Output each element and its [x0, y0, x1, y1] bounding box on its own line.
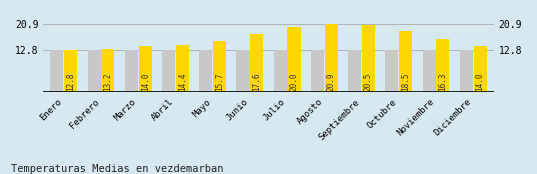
- Bar: [325, 23, 338, 92]
- Bar: [125, 50, 138, 92]
- Text: 20.5: 20.5: [364, 73, 373, 91]
- Bar: [386, 50, 398, 92]
- Bar: [348, 50, 361, 92]
- Text: 16.3: 16.3: [438, 73, 447, 91]
- Bar: [460, 50, 473, 92]
- Text: 14.0: 14.0: [141, 73, 150, 91]
- Text: 20.0: 20.0: [289, 73, 299, 91]
- Bar: [399, 31, 412, 92]
- Text: Temperaturas Medias en vezdemarban: Temperaturas Medias en vezdemarban: [11, 164, 223, 174]
- Text: 14.4: 14.4: [178, 73, 187, 91]
- Bar: [250, 34, 263, 92]
- Bar: [64, 50, 77, 92]
- Text: 15.7: 15.7: [215, 73, 224, 91]
- Bar: [199, 50, 212, 92]
- Bar: [50, 50, 63, 92]
- Bar: [101, 49, 114, 92]
- Bar: [362, 25, 375, 92]
- Text: 18.5: 18.5: [401, 73, 410, 91]
- Bar: [236, 50, 250, 92]
- Text: 14.0: 14.0: [476, 73, 484, 91]
- Bar: [437, 39, 449, 92]
- Bar: [274, 50, 287, 92]
- Text: 13.2: 13.2: [104, 73, 112, 91]
- Text: 17.6: 17.6: [252, 73, 262, 91]
- Bar: [423, 50, 436, 92]
- Bar: [287, 26, 301, 92]
- Bar: [176, 45, 189, 92]
- Bar: [213, 41, 226, 92]
- Bar: [88, 50, 100, 92]
- Bar: [311, 50, 324, 92]
- Text: 12.8: 12.8: [66, 73, 75, 91]
- Bar: [162, 50, 175, 92]
- Bar: [139, 46, 151, 92]
- Bar: [474, 46, 487, 92]
- Text: 20.9: 20.9: [326, 73, 336, 91]
